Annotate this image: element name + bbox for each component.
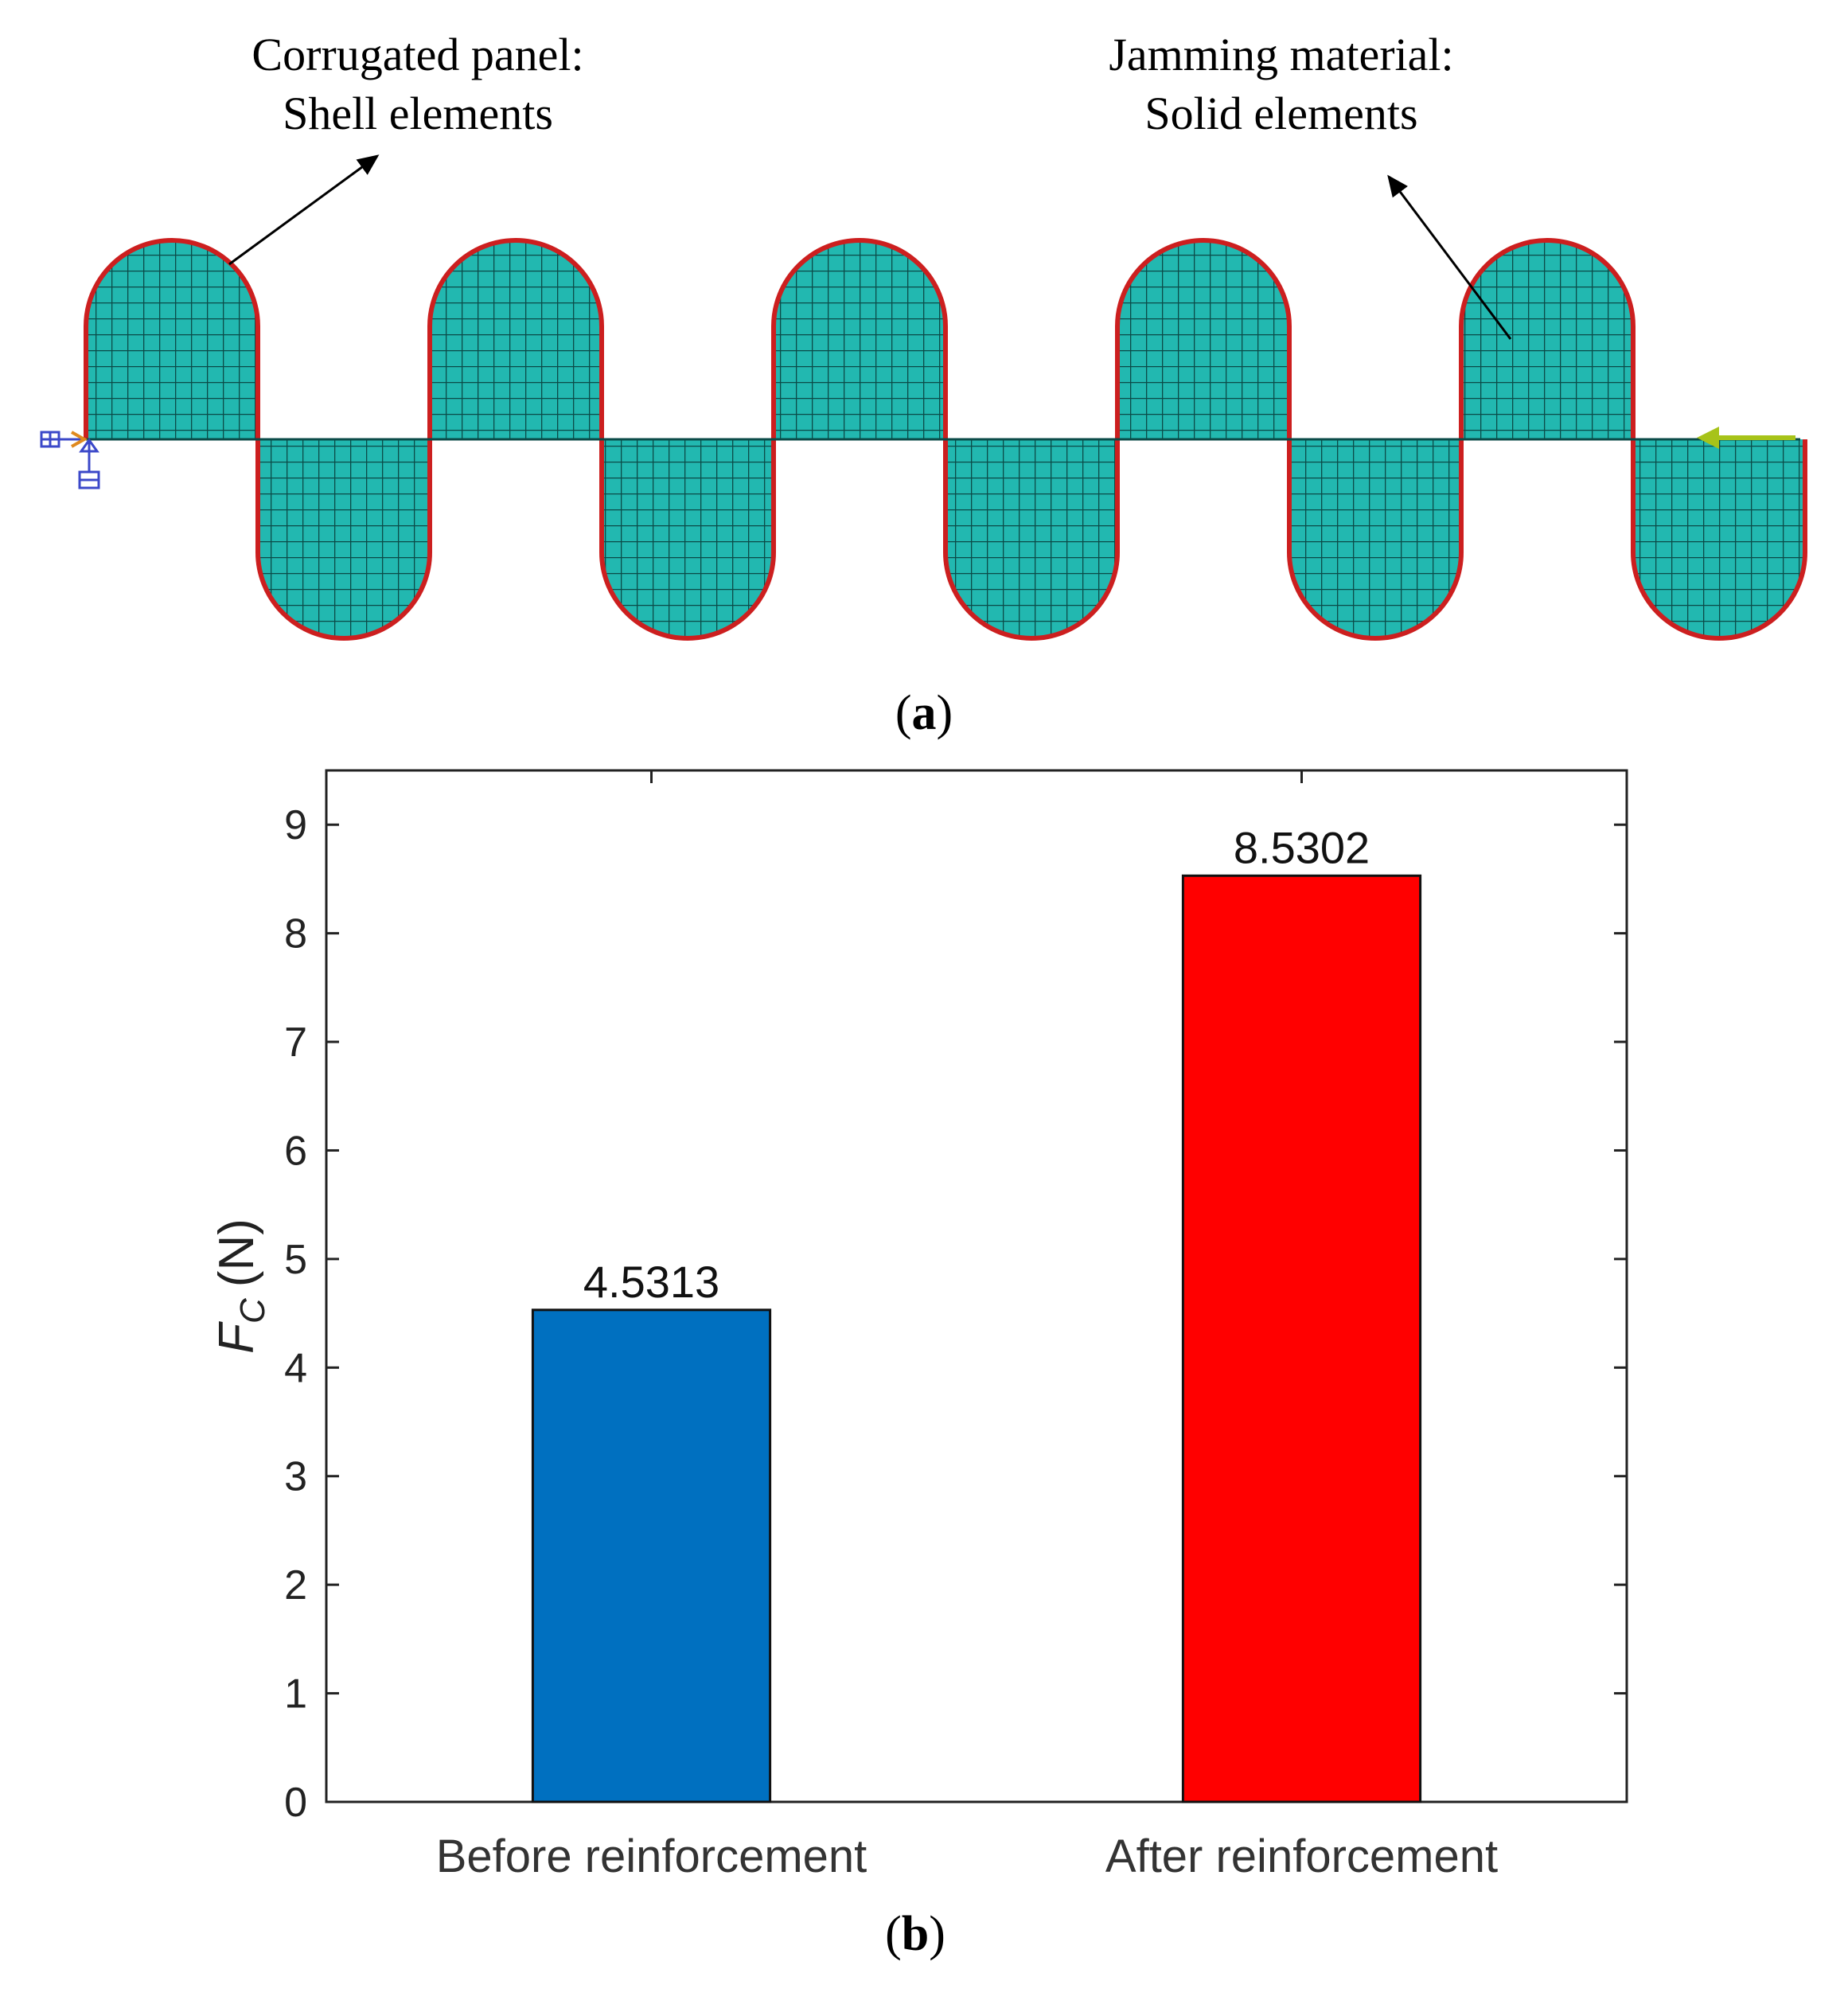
annotation-shell-line1: Corrugated panel: — [251, 29, 583, 80]
load-arrow-icon — [1697, 427, 1795, 449]
x-axis: Before reinforcement After reinforcement — [436, 770, 1498, 1882]
y-axis: 0 1 2 3 4 5 6 7 8 9 — [284, 802, 1627, 1826]
y-tick-label: 6 — [284, 1128, 307, 1174]
bar-value-label: 8.5302 — [1234, 822, 1370, 872]
bar-value-label: 4.5313 — [583, 1257, 719, 1307]
bars — [531, 874, 1422, 1803]
panel-label-a: (a) — [895, 686, 953, 740]
y-tick-label: 1 — [284, 1671, 307, 1718]
plot-area-frame — [325, 769, 1628, 1803]
y-axis-label-subscript: C — [233, 1297, 272, 1324]
y-tick-label: 8 — [284, 911, 307, 957]
panel-label-a-letter: a — [912, 686, 937, 740]
y-tick-label: 4 — [284, 1345, 307, 1391]
annotation-shell-line2: Shell elements — [283, 88, 553, 139]
svg-text:(a): (a) — [895, 686, 953, 740]
mesh-diagram — [84, 238, 1807, 641]
svg-text:(b): (b) — [885, 1907, 945, 1961]
bar-chart: 0 1 2 3 4 5 6 7 8 9 Before reinforcement After rei… — [209, 769, 1628, 1882]
x-category-label: Before reinforcement — [436, 1831, 867, 1882]
annotation-solid-line2: Solid elements — [1144, 88, 1417, 139]
y-tick-label: 7 — [284, 1020, 307, 1066]
shell-annotation-arrow — [228, 154, 380, 266]
data-labels: 4.5313 8.5302 — [583, 822, 1370, 1307]
bar — [531, 1308, 772, 1803]
y-axis-label-unit: (N) — [209, 1219, 264, 1287]
y-tick-label: 9 — [284, 802, 307, 848]
support-constraint-icon — [40, 431, 100, 489]
panel-label-b-letter: b — [902, 1907, 929, 1961]
solid-annotation-arrow — [1387, 174, 1512, 340]
x-category-label: After reinforcement — [1105, 1831, 1498, 1882]
y-tick-label: 0 — [284, 1780, 307, 1826]
annotation-solid-line1: Jamming material: — [1109, 29, 1453, 80]
y-tick-label: 5 — [284, 1237, 307, 1283]
y-axis-label-symbol: F — [209, 1321, 264, 1354]
y-tick-label: 3 — [284, 1454, 307, 1500]
y-tick-label: 2 — [284, 1562, 307, 1608]
panel-label-b: (b) — [885, 1907, 945, 1961]
bar — [1181, 874, 1422, 1803]
y-axis-label: FC (N) — [209, 1219, 272, 1354]
